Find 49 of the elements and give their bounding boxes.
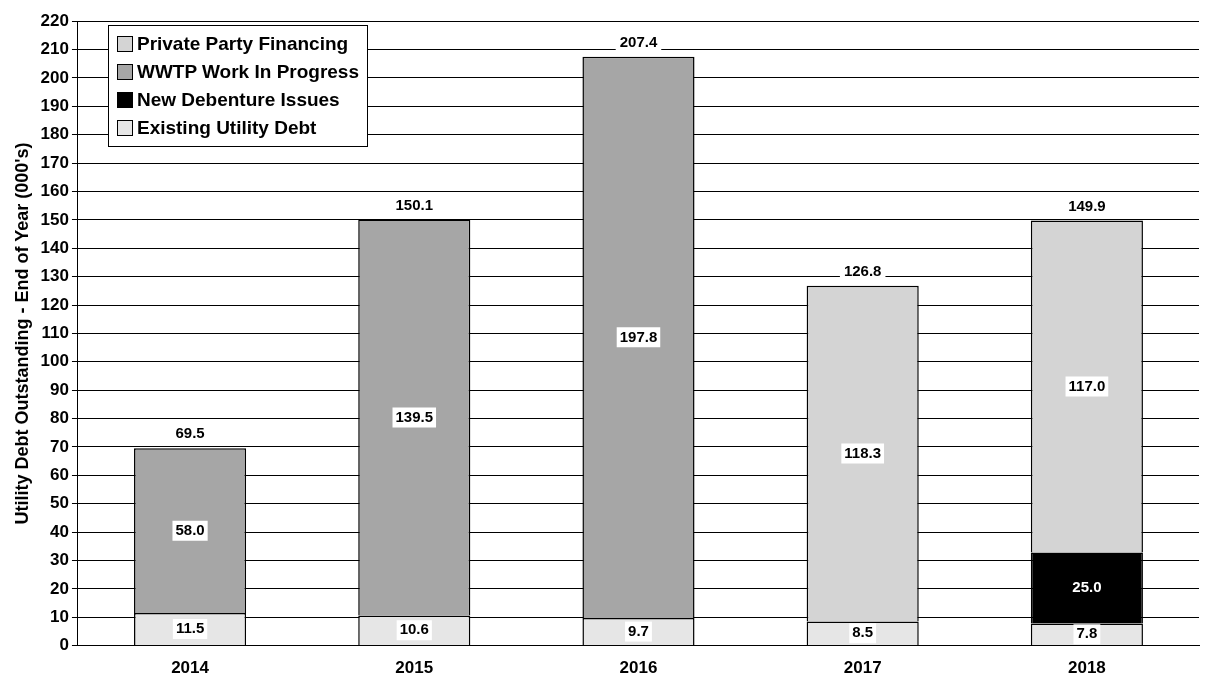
data-label: 117.0 bbox=[1068, 376, 1106, 394]
total-label: 126.8 bbox=[843, 261, 882, 279]
data-label: 118.3 bbox=[844, 443, 882, 461]
y-tick-label: 200 bbox=[40, 67, 69, 87]
data-label: 11.5 bbox=[175, 619, 205, 637]
y-tick-label: 190 bbox=[40, 96, 69, 116]
y-tick-label: 130 bbox=[40, 266, 69, 286]
legend-label: WWTP Work In Progress bbox=[136, 60, 360, 85]
y-tick-label: 80 bbox=[50, 408, 69, 428]
y-tick-label: 70 bbox=[50, 436, 69, 456]
data-label: 10.6 bbox=[399, 620, 429, 638]
data-label: 7.8 bbox=[1076, 624, 1098, 642]
x-tick-label: 2015 bbox=[395, 658, 434, 678]
y-tick-label: 10 bbox=[50, 606, 69, 626]
x-tick-label: 2018 bbox=[1067, 658, 1106, 678]
y-tick-label: 0 bbox=[59, 635, 69, 655]
data-label: 25.0 bbox=[1072, 578, 1102, 596]
data-label: 9.7 bbox=[628, 621, 649, 639]
y-tick-label: 60 bbox=[50, 465, 69, 484]
y-tick-label: 30 bbox=[50, 550, 69, 570]
y-tick-label: 110 bbox=[41, 323, 69, 343]
x-tick-label: 2017 bbox=[843, 658, 882, 678]
data-label: 58.0 bbox=[175, 520, 205, 538]
total-label: 149.9 bbox=[1068, 196, 1106, 214]
y-tick-label: 120 bbox=[40, 294, 69, 314]
data-label: 139.5 bbox=[395, 407, 434, 425]
y-axis-title: Utility Debt Outstanding - End of Year (000's) bbox=[11, 142, 32, 525]
data-label: 197.8 bbox=[619, 327, 658, 345]
x-tick-label: 2016 bbox=[619, 658, 658, 678]
legend-label: Existing Utility Debt bbox=[136, 116, 317, 141]
total-label: 69.5 bbox=[175, 424, 205, 442]
x-tick-label: 2014 bbox=[171, 658, 210, 678]
data-label: 8.5 bbox=[852, 623, 874, 641]
y-tick-label: 180 bbox=[40, 124, 69, 144]
y-tick-label: 100 bbox=[40, 351, 69, 371]
y-tick-label: 160 bbox=[40, 181, 69, 201]
y-tick-label: 220 bbox=[40, 10, 69, 30]
y-tick-label: 210 bbox=[40, 39, 69, 59]
y-tick-label: 150 bbox=[40, 209, 69, 229]
total-label: 207.4 bbox=[619, 32, 658, 50]
legend-label: Private Party Financing bbox=[136, 32, 349, 57]
y-tick-label: 90 bbox=[50, 379, 69, 399]
total-label: 150.1 bbox=[395, 195, 434, 213]
y-tick-label: 40 bbox=[50, 521, 69, 541]
y-tick-label: 170 bbox=[40, 152, 69, 172]
y-tick-label: 140 bbox=[40, 237, 69, 257]
y-tick-label: 20 bbox=[50, 578, 69, 598]
legend-label: New Debenture Issues bbox=[136, 88, 340, 113]
y-tick-label: 50 bbox=[50, 493, 69, 513]
